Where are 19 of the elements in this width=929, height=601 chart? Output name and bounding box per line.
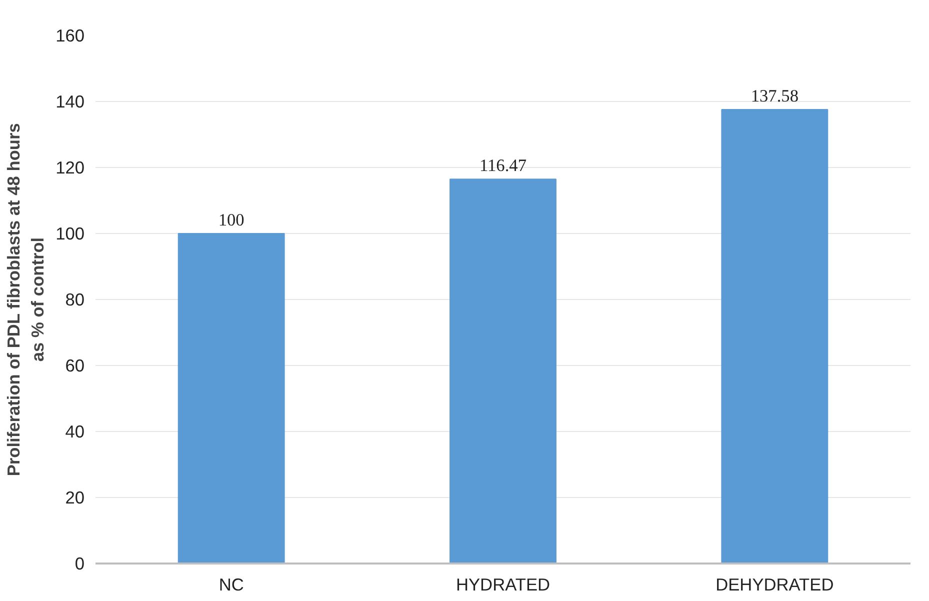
x-tick-label: HYDRATED — [456, 574, 550, 594]
y-tick-label: 120 — [56, 158, 85, 178]
bar — [450, 178, 556, 564]
y-tick-label: 60 — [65, 356, 85, 376]
y-tick-label: 140 — [56, 92, 85, 112]
data-label: 137.58 — [750, 86, 798, 106]
y-tick-label: 100 — [56, 224, 85, 244]
bar — [178, 233, 285, 564]
data-label: 116.47 — [479, 156, 527, 176]
y-tick-label: 160 — [56, 26, 85, 46]
y-tick-label: 80 — [65, 290, 85, 310]
data-label: 100 — [218, 210, 244, 230]
y-tick-label: 0 — [74, 554, 85, 574]
x-tick-label: DEHYDRATED — [716, 574, 834, 594]
x-tick-label: NC — [218, 574, 244, 594]
bar — [721, 108, 828, 564]
y-tick-label: 40 — [65, 422, 85, 442]
y-axis-title: Proliferation of PDL fibroblasts at 48 hours as % of control — [4, 123, 48, 476]
y-tick-label: 20 — [65, 488, 85, 508]
